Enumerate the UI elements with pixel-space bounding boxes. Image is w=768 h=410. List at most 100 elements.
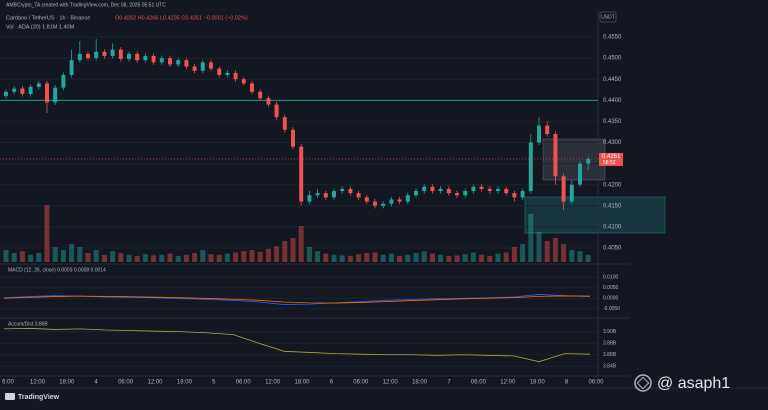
candle-body	[438, 188, 443, 192]
candle-body	[504, 188, 509, 194]
volume-bar	[167, 253, 173, 262]
indicator-line	[3, 327, 591, 363]
panel-tick-label: 3.90B	[603, 329, 617, 335]
macd-label: MACD (12, 26, close) 0.0003 0.0008 0.001…	[8, 267, 106, 273]
candle-body	[45, 83, 49, 103]
volume-bar	[413, 253, 419, 262]
volume-bar	[306, 247, 312, 262]
panel-tick-label: 0.0100	[603, 275, 619, 281]
volume-bar	[438, 254, 444, 262]
candle-body	[192, 66, 197, 71]
volume-bar	[429, 253, 435, 262]
volume-bar	[495, 253, 501, 262]
price-tick-label: 0.4350	[603, 119, 622, 125]
volume-bar	[241, 251, 247, 262]
volume-bar	[487, 256, 493, 262]
volume-bar	[142, 254, 148, 262]
candle-body	[135, 53, 140, 61]
candle-body	[487, 188, 492, 192]
volume-bar	[110, 251, 116, 262]
candle-body	[422, 186, 427, 192]
panel-tick-label: -0.0050	[603, 306, 620, 312]
candle-body	[291, 129, 295, 147]
currency-box[interactable]	[599, 11, 617, 23]
candle-body	[430, 186, 435, 192]
candle-body	[496, 188, 500, 192]
countdown: 58:52	[603, 160, 616, 166]
time-label: 6	[330, 380, 334, 386]
volume-bar	[585, 254, 591, 262]
watermark: @ asaph1	[657, 375, 730, 392]
volume-bar	[405, 254, 411, 262]
candle-body	[36, 83, 41, 87]
time-label: 06:00	[236, 380, 252, 386]
volume-bar	[372, 252, 378, 262]
price-tick-label: 0.4300	[603, 140, 622, 146]
candle-body	[274, 104, 279, 118]
credit: AMBCrypto_TA created with TradingView.co…	[6, 2, 166, 8]
brand: TradingView	[18, 394, 60, 401]
volume-bar	[60, 250, 66, 262]
volume-bar	[134, 256, 140, 262]
candle-body	[561, 176, 566, 202]
volume-bar	[323, 253, 329, 262]
time-label: 18:00	[412, 380, 428, 386]
volume-bar	[183, 254, 189, 262]
last-price-tag	[599, 152, 623, 166]
volume-bar	[93, 250, 99, 262]
candle-body	[569, 184, 574, 202]
candle-body	[118, 49, 123, 59]
volume-bar	[462, 254, 468, 262]
time-label: 8	[565, 380, 569, 386]
time-label: 12:00	[383, 380, 399, 386]
candle-body	[143, 55, 148, 61]
accum-label: Accum/Dist 3.86B	[8, 321, 48, 327]
volume-bar	[298, 226, 304, 262]
volume-bar	[552, 238, 558, 262]
panel-tick-label: 3.86B	[603, 352, 617, 358]
volume-bar	[528, 214, 534, 262]
volume-bar	[356, 254, 362, 262]
candle-body	[184, 60, 189, 67]
panel-tick-label: 0.0050	[603, 285, 619, 291]
price-tick-label: 0.4550	[603, 35, 622, 41]
time-label: 12:00	[265, 380, 281, 386]
candle-body	[356, 193, 361, 198]
volume-bar	[224, 253, 230, 262]
volume-bar	[77, 247, 83, 262]
candle-body	[545, 125, 550, 135]
candle-body	[479, 186, 484, 189]
candle-body	[364, 197, 369, 202]
time-label: 12:00	[500, 380, 516, 386]
candle-body	[307, 195, 312, 202]
time-label: 12:00	[147, 380, 163, 386]
brand-logo	[5, 393, 15, 400]
candle-body	[512, 193, 517, 198]
demand-zone	[524, 196, 666, 234]
candle-body	[553, 134, 558, 177]
volume-bar	[290, 238, 296, 262]
volume-bar	[421, 251, 427, 262]
candle-body	[340, 188, 345, 192]
candle-body	[405, 195, 410, 202]
candle-body	[28, 86, 33, 94]
candle-body	[323, 193, 328, 198]
volume-bar	[257, 251, 263, 262]
candle-body	[381, 203, 386, 206]
volume-bar	[44, 205, 50, 262]
volume-bar	[249, 250, 255, 262]
volume-bar	[11, 253, 17, 262]
panel-tick-label: 3.88B	[603, 341, 617, 347]
candle-body	[225, 72, 230, 75]
candle-body	[348, 188, 353, 194]
time-label: 6:00	[2, 380, 14, 386]
time-label: 12:00	[30, 380, 46, 386]
candle-body	[397, 199, 402, 202]
volume-bar	[233, 252, 239, 262]
candle-body	[537, 125, 541, 143]
supply-zone	[542, 138, 606, 181]
candle-body	[463, 191, 468, 196]
price-tick-label: 0.4500	[603, 56, 622, 62]
candle-body	[209, 62, 213, 69]
